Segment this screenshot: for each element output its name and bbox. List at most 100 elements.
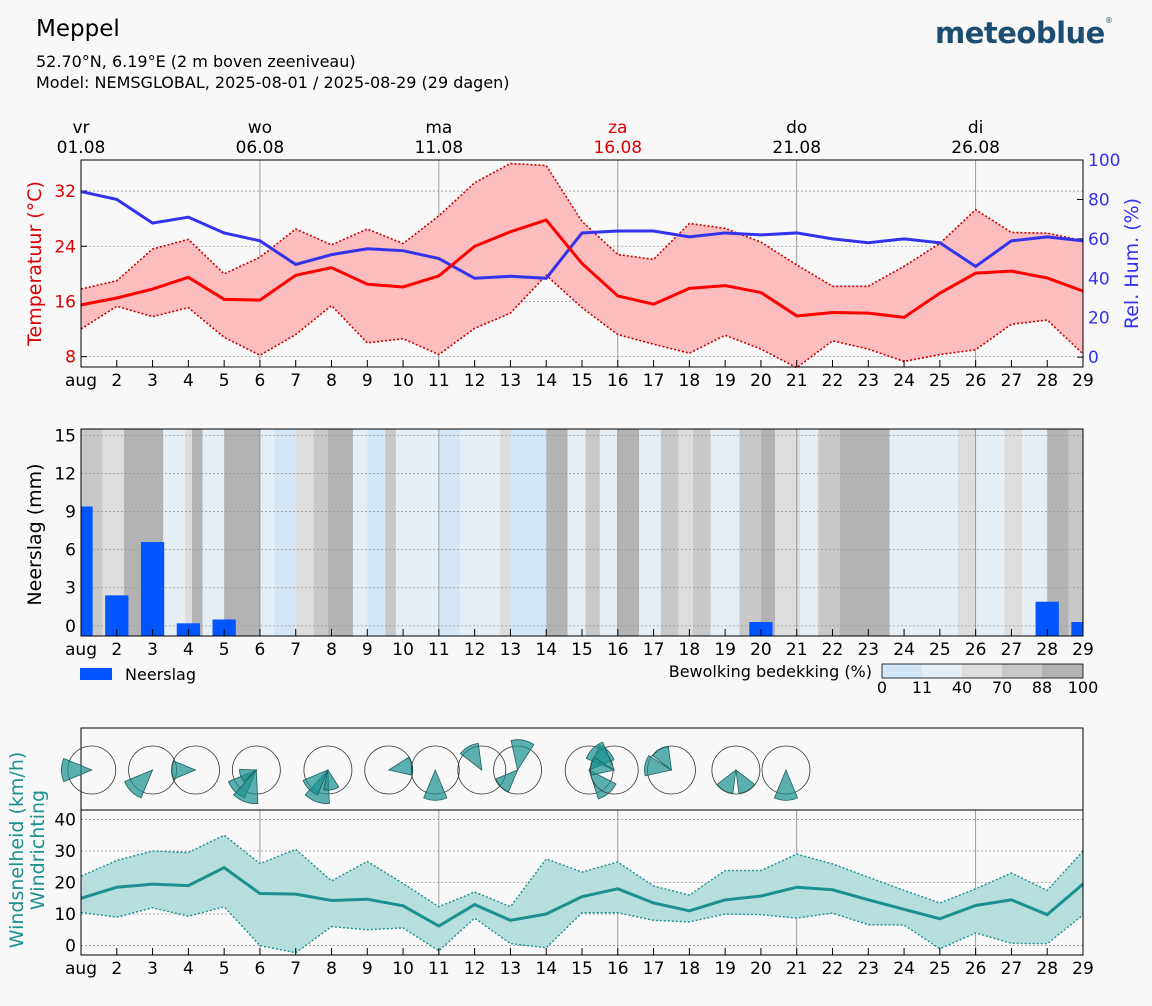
wind-rose (61, 745, 117, 795)
cloud-cover-segment (499, 429, 511, 636)
temp-xtick-label: 28 (1036, 371, 1058, 391)
wind-xtick-label: 6 (255, 959, 266, 979)
cloud-cover-segment (957, 429, 976, 636)
precip-xtick-label: 13 (500, 640, 522, 660)
hum-ytick-label: 60 (1088, 230, 1110, 250)
wind-xtick-label: 16 (607, 959, 629, 979)
wind-xtick-label: 26 (965, 959, 987, 979)
wind-rose-sector (644, 755, 673, 777)
temp-xtick-label: 16 (607, 371, 629, 391)
precip-xtick-label: 4 (183, 640, 194, 660)
precip-ytick-label: 12 (54, 464, 76, 484)
temp-xtick-label: 19 (714, 371, 736, 391)
cloud-cover-segment (678, 429, 693, 636)
model-text: Model: NEMSGLOBAL, 2025-08-01 / 2025-08-… (36, 73, 510, 92)
meteoblue-logo[interactable]: meteoblue® (935, 16, 1113, 50)
cloud-cover-segment (224, 429, 260, 636)
precip-xtick-label: 11 (428, 640, 450, 660)
wind-rose (302, 745, 353, 804)
hum-ytick-label: 100 (1088, 151, 1120, 171)
wind-xtick-label: 11 (428, 959, 450, 979)
precip-xtick-label: 28 (1036, 640, 1058, 660)
precip-bar (81, 506, 93, 636)
cloud-cover-segment (567, 429, 586, 636)
wind-xtick-label: 24 (893, 959, 915, 979)
wind-mean-line (80, 865, 1084, 928)
temp-min-line (80, 274, 1084, 369)
cloud-legend-border (881, 663, 1084, 679)
top-axis-weekday: wo (248, 118, 272, 138)
wind-xtick-label: 15 (571, 959, 593, 979)
temp-mean-line (80, 218, 1084, 319)
temp-xtick-label: 15 (571, 371, 593, 391)
temp-xtick-label: 27 (1001, 371, 1023, 391)
cloud-legend-swatch (1002, 664, 1042, 678)
precip-xtick-label: 15 (571, 640, 593, 660)
wind-xtick-label: 5 (219, 959, 230, 979)
wind-xtick-label: 23 (857, 959, 879, 979)
wind-xtick-label: 10 (392, 959, 414, 979)
wind-xtick-label: 22 (822, 959, 844, 979)
wind-xtick-label: 18 (679, 959, 701, 979)
wind-speed-axis-title: Windsnelheid (km/h) (6, 752, 28, 949)
wind-xtick-label: 20 (750, 959, 772, 979)
hum-ytick-label: 20 (1088, 309, 1110, 329)
cloud-legend-tick: 0 (877, 678, 887, 697)
cloud-cover-segment (1004, 429, 1023, 636)
temp-ytick-label: 32 (54, 182, 76, 202)
top-axis-weekday: ma (425, 118, 452, 138)
precip-xtick-label: 6 (255, 640, 266, 660)
cloud-cover-segment (1068, 429, 1083, 636)
temp-xtick-label: 12 (464, 371, 486, 391)
precip-bar (1035, 601, 1059, 636)
cloud-cover-segment (1022, 429, 1048, 636)
wind-xtick-label: 2 (111, 959, 122, 979)
cloud-cover-segment (839, 429, 890, 636)
wind-rose-sector (302, 769, 329, 796)
temp-xtick-label: 25 (929, 371, 951, 391)
precip-legend-label: Neerslag (125, 665, 196, 684)
wind-xtick-label: 3 (147, 959, 158, 979)
hum-ytick-label: 0 (1088, 348, 1099, 368)
temp-axis-title: Temperatuur (°C) (24, 181, 46, 347)
cloud-cover-segment (184, 429, 192, 636)
wind-rose-sector (61, 757, 93, 783)
humidity-axis-title: Rel. Hum. (%) (1121, 198, 1143, 329)
cloud-legend-tick: 88 (1032, 678, 1052, 697)
temp-xtick-label: 6 (255, 371, 266, 391)
top-axis-date: 06.08 (236, 138, 285, 158)
cloud-cover-segment (202, 429, 225, 636)
temp-xtick-label: 10 (392, 371, 414, 391)
top-axis-weekday: di (968, 118, 984, 138)
wind-rose-sector (233, 769, 259, 804)
cloud-legend-swatch (922, 664, 962, 678)
wind-ytick-label: 40 (54, 810, 76, 830)
cloud-cover-segment (295, 429, 314, 636)
cloud-cover-segment (889, 429, 926, 636)
precip-ytick-label: 3 (65, 579, 76, 599)
cloud-cover-segment (510, 429, 547, 636)
precip-ytick-label: 15 (54, 426, 76, 446)
temp-xtick-label: 13 (500, 371, 522, 391)
cloud-legend-tick: 100 (1068, 678, 1099, 697)
cloud-cover-segment (460, 429, 500, 636)
wind-xtick-label: 12 (464, 959, 486, 979)
precip-xtick-label: 12 (464, 640, 486, 660)
precip-xtick-label: 18 (679, 640, 701, 660)
temp-xtick-label: 17 (643, 371, 665, 391)
temp-ytick-label: 16 (54, 292, 76, 312)
cloud-cover-segment (818, 429, 840, 636)
temp-xtick-label: 26 (965, 371, 987, 391)
precip-xtick-label: aug (65, 640, 97, 660)
wind-rose (227, 745, 281, 804)
cloud-cover-segment (102, 429, 124, 636)
precip-bar (1071, 622, 1083, 636)
precip-xtick-label: 8 (326, 640, 337, 660)
precip-bar (105, 595, 129, 636)
wind-xtick-label: aug (65, 959, 97, 979)
cloud-cover-segment (639, 429, 661, 636)
wind-rose (410, 745, 460, 801)
wind-ytick-label: 0 (65, 937, 76, 957)
temp-xtick-label: 4 (183, 371, 194, 391)
temp-xtick-label: 21 (786, 371, 808, 391)
